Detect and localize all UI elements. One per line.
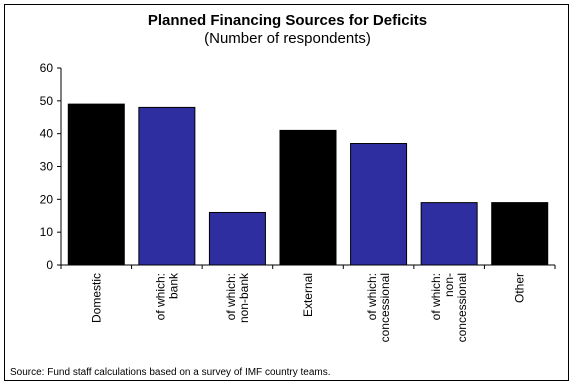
x-tick-label-line: bank	[166, 272, 180, 299]
bar	[350, 143, 408, 266]
y-tick-label: 50	[40, 94, 54, 108]
bar	[491, 202, 549, 266]
x-tick-label-line: External	[301, 273, 315, 317]
x-tick-label-line: of which:	[365, 273, 379, 320]
bar	[67, 103, 125, 266]
bar	[420, 202, 478, 266]
x-tick-label: of which:concessional	[365, 273, 392, 342]
x-tick-label: of which:non-bank	[224, 272, 251, 323]
x-tick-label: of which:bank	[153, 272, 180, 320]
chart-title: Planned Financing Sources for Deficits	[147, 12, 428, 29]
y-tick-label: 60	[40, 61, 54, 75]
x-tick-label-line: concessional	[378, 273, 392, 342]
x-tick-label-line: non-bank	[237, 272, 251, 323]
x-tick-label-line: of which:	[429, 273, 443, 320]
y-tick-label: 40	[40, 127, 54, 141]
chart-frame: Planned Financing Sources for Deficits (…	[4, 4, 569, 381]
source-note: Source: Fund staff calculations based on…	[10, 367, 331, 378]
x-tick-label-line: of which:	[153, 273, 167, 320]
bar	[279, 129, 337, 266]
y-tick-label: 0	[46, 258, 53, 272]
bar	[138, 106, 196, 266]
y-tick-label: 20	[40, 192, 54, 206]
chart-subtitle: (Number of respondents)	[204, 30, 371, 47]
x-tick-label-line: concessional	[455, 273, 469, 342]
x-tick-label: Domestic	[89, 273, 103, 323]
x-tick-label-line: non-	[442, 273, 456, 297]
x-tick-label-line: Other	[513, 273, 527, 303]
x-tick-label-line: Domestic	[89, 273, 103, 323]
x-tick-label: Other	[513, 273, 527, 303]
x-tick-label: External	[301, 273, 315, 317]
x-tick-label-line: of which:	[224, 273, 238, 320]
y-tick-label: 10	[40, 225, 54, 239]
bar	[208, 211, 266, 266]
y-tick-label: 30	[40, 160, 54, 174]
x-tick-label: of which:non-concessional	[429, 273, 469, 342]
